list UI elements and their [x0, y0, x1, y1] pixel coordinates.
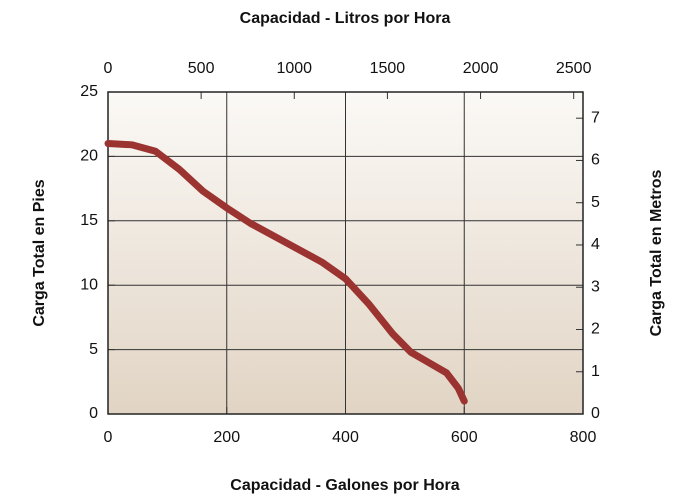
y2-tick-label: 6: [591, 152, 600, 169]
x-tick-label: 0: [104, 429, 113, 446]
curve: [104, 140, 468, 405]
y2-axis-label: Carga Total en Metros: [648, 169, 665, 336]
y-tick-label: 0: [89, 405, 98, 422]
x-tick-label: 400: [332, 429, 359, 446]
y2-tick-label: 3: [591, 278, 600, 295]
plot-border: [107, 91, 584, 415]
x2-tick-label: 1500: [370, 60, 406, 77]
x2-tick-label: 500: [188, 60, 215, 77]
x-tick-label: 800: [570, 429, 597, 446]
y-tick-label: 20: [80, 148, 98, 165]
y-axis-label: Carga Total en Pies: [31, 179, 48, 326]
x-tick-label: 600: [451, 429, 478, 446]
x2-tick-label: 2000: [463, 60, 499, 77]
x-axis-label: Capacidad - Galones por Hora: [230, 477, 459, 494]
x2-tick-label: 2500: [556, 60, 592, 77]
y-tick-label: 15: [80, 212, 98, 229]
x2-tick-label: 0: [104, 60, 113, 77]
y2-tick-label: 2: [591, 321, 600, 338]
y2-tick-label: 7: [591, 109, 600, 126]
y2-tick-label: 1: [591, 363, 600, 380]
y-tick-label: 10: [80, 276, 98, 293]
y2-tick-label: 4: [591, 236, 600, 253]
y2-tick-label: 0: [591, 405, 600, 422]
y-tick-label: 5: [89, 341, 98, 358]
chart-title: Capacidad - Litros por Hora: [240, 10, 451, 27]
y2-tick-label: 5: [591, 194, 600, 211]
y-tick-label: 25: [80, 83, 98, 100]
x-tick-label: 200: [213, 429, 240, 446]
x2-tick-label: 1000: [276, 60, 312, 77]
